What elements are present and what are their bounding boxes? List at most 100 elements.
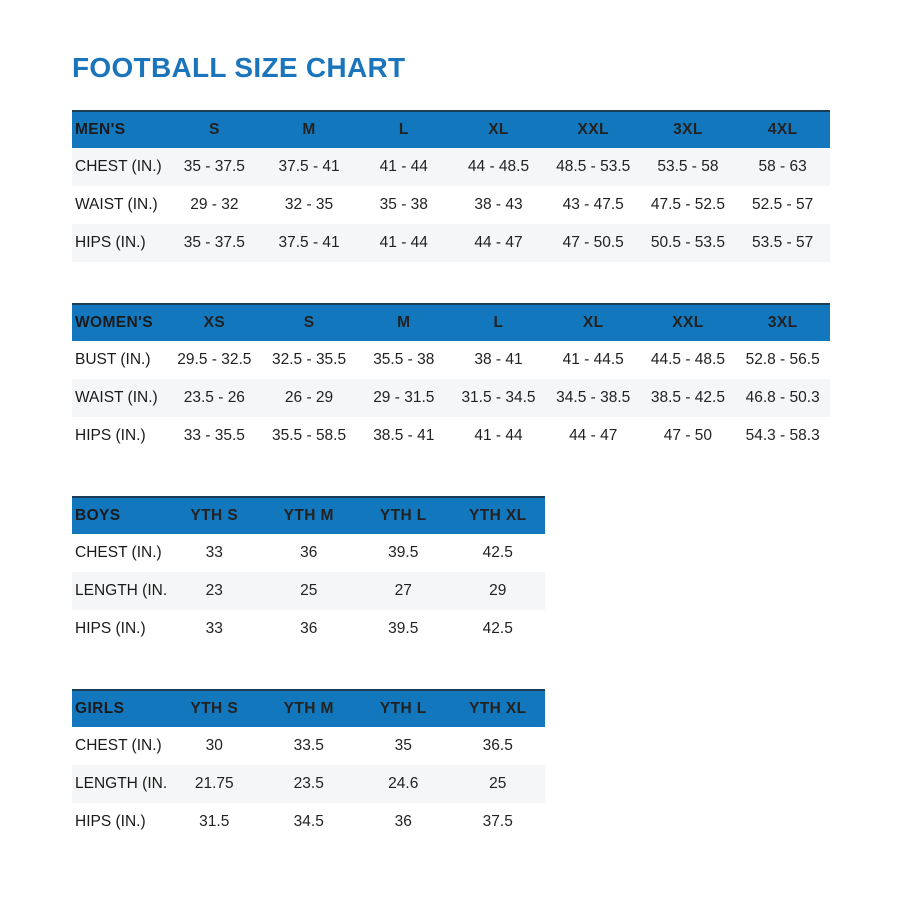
row-label: BUST (IN.) <box>75 351 151 368</box>
mens-value-cell: 58 - 63 <box>758 158 807 175</box>
row-label: HIPS (IN.) <box>75 234 146 251</box>
size-chart-page: FOOTBALL SIZE CHART MEN'S S M L XL XXL 3XL 4XL C… <box>72 52 830 841</box>
mens-value-cell: 35 - 37.5 <box>183 234 245 251</box>
womens-header-size-s: S <box>303 314 315 331</box>
mens-value-cell: 32 - 35 <box>284 196 334 213</box>
womens-header-size-l: L <box>493 314 504 331</box>
boys-value-cell: 42.5 <box>482 620 513 637</box>
mens-header-size-m: M <box>302 121 316 138</box>
mens-value-cell: 53.5 - 57 <box>752 234 814 251</box>
mens-value-cell: 38 - 43 <box>474 196 523 213</box>
row-label: WAIST (IN.) <box>75 196 158 213</box>
womens-value-cell: 31.5 - 34.5 <box>461 389 536 406</box>
row-label: WAIST (IN.) <box>75 389 158 406</box>
womens-value-cell: 54.3 - 58.3 <box>745 427 820 444</box>
mens-value-cell: 47.5 - 52.5 <box>650 196 725 213</box>
womens-header-title: WOMEN'S <box>75 314 153 331</box>
girls-value-cell: 34.5 <box>293 813 324 830</box>
womens-value-cell: 35.5 - 58.5 <box>272 427 347 444</box>
womens-value-cell: 52.8 - 56.5 <box>745 351 820 368</box>
mens-value-cell: 47 - 50.5 <box>562 234 624 251</box>
boys-header-size-yth-s: YTH S <box>190 507 239 524</box>
mens-header-size-xxl: XXL <box>577 121 609 138</box>
mens-value-cell: 43 - 47.5 <box>562 196 624 213</box>
mens-value-cell: 41 - 44 <box>379 234 428 251</box>
row-label: HIPS (IN.) <box>75 427 146 444</box>
girls-value-cell: 33.5 <box>293 737 324 754</box>
womens-value-cell: 41 - 44.5 <box>562 351 624 368</box>
girls-value-cell: 31.5 <box>199 813 230 830</box>
girls-value-cell: 37.5 <box>482 813 513 830</box>
womens-row-bust: BUST (IN.) 29.5 - 32.5 32.5 - 35.5 35.5 - 3… <box>72 341 830 379</box>
mens-value-cell: 41 - 44 <box>379 158 428 175</box>
girls-value-cell: 35 <box>394 737 412 754</box>
girls-header-size-yth-xl: YTH XL <box>468 700 527 717</box>
womens-value-cell: 46.8 - 50.3 <box>745 389 820 406</box>
womens-value-cell: 29 - 31.5 <box>373 389 435 406</box>
boys-value-cell: 42.5 <box>482 544 513 561</box>
boys-header-title: BOYS <box>75 507 121 524</box>
girls-header-title: GIRLS <box>75 700 125 717</box>
womens-value-cell: 23.5 - 26 <box>183 389 245 406</box>
girls-value-cell: 24.6 <box>388 775 419 792</box>
boys-value-cell: 25 <box>300 582 318 599</box>
womens-value-cell: 38.5 - 42.5 <box>650 389 725 406</box>
womens-header-size-xl: XL <box>582 314 604 331</box>
womens-value-cell: 33 - 35.5 <box>183 427 245 444</box>
girls-value-cell: 21.75 <box>194 775 234 792</box>
girls-header-size-yth-m: YTH M <box>283 700 334 717</box>
boys-table-header: BOYS YTH S YTH M YTH L YTH XL <box>72 496 545 534</box>
womens-value-cell: 38 - 41 <box>474 351 523 368</box>
girls-value-cell: 36 <box>394 813 412 830</box>
boys-size-table: BOYS YTH S YTH M YTH L YTH XL CHEST (IN.) 33 36… <box>72 496 830 648</box>
womens-value-cell: 26 - 29 <box>284 389 334 406</box>
mens-value-cell: 29 - 32 <box>190 196 239 213</box>
mens-size-table: MEN'S S M L XL XXL 3XL 4XL CHEST (IN.) 35 - 37.5 3… <box>72 110 830 262</box>
row-label: CHEST (IN.) <box>75 158 162 175</box>
mens-row-chest: CHEST (IN.) 35 - 37.5 37.5 - 41 41 - 44 44 -… <box>72 148 830 186</box>
boys-row-length: LENGTH (IN.) 23 25 27 29 <box>72 572 545 610</box>
boys-header-size-yth-l: YTH L <box>379 507 427 524</box>
womens-value-cell: 35.5 - 38 <box>373 351 435 368</box>
womens-value-cell: 32.5 - 35.5 <box>272 351 347 368</box>
row-label: HIPS (IN.) <box>75 813 146 830</box>
girls-table-header: GIRLS YTH S YTH M YTH L YTH XL <box>72 689 545 727</box>
row-label: CHEST (IN.) <box>75 737 162 754</box>
girls-value-cell: 23.5 <box>293 775 324 792</box>
row-label: HIPS (IN.) <box>75 620 146 637</box>
womens-row-hips: HIPS (IN.) 33 - 35.5 35.5 - 58.5 38.5 - 41 4… <box>72 417 830 455</box>
mens-value-cell: 48.5 - 53.5 <box>556 158 631 175</box>
womens-header-size-xs: XS <box>203 314 226 331</box>
page-title: FOOTBALL SIZE CHART <box>72 52 406 83</box>
womens-table-header: WOMEN'S XS S M L XL XXL 3XL <box>72 303 830 341</box>
girls-row-hips: HIPS (IN.) 31.5 34.5 36 37.5 <box>72 803 545 841</box>
boys-value-cell: 29 <box>489 582 507 599</box>
mens-value-cell: 52.5 - 57 <box>752 196 814 213</box>
mens-value-cell: 35 - 37.5 <box>183 158 245 175</box>
boys-value-cell: 33 <box>205 620 223 637</box>
boys-value-cell: 39.5 <box>388 620 419 637</box>
womens-value-cell: 47 - 50 <box>663 427 713 444</box>
mens-header-size-3xl: 3XL <box>673 121 703 138</box>
girls-row-chest: CHEST (IN.) 30 33.5 35 36.5 <box>72 727 545 765</box>
girls-value-cell: 25 <box>489 775 507 792</box>
womens-size-table: WOMEN'S XS S M L XL XXL 3XL BUST (IN.) 29.5 - 32.… <box>72 303 830 455</box>
mens-header-size-xl: XL <box>488 121 509 138</box>
mens-header-title: MEN'S <box>75 121 126 138</box>
womens-value-cell: 41 - 44 <box>474 427 523 444</box>
mens-row-waist: WAIST (IN.) 29 - 32 32 - 35 35 - 38 38 - 43 4… <box>72 186 830 224</box>
mens-value-cell: 53.5 - 58 <box>657 158 719 175</box>
womens-value-cell: 34.5 - 38.5 <box>556 389 631 406</box>
boys-value-cell: 23 <box>205 582 223 599</box>
womens-value-cell: 38.5 - 41 <box>373 427 435 444</box>
boys-value-cell: 36 <box>300 544 318 561</box>
womens-row-waist: WAIST (IN.) 23.5 - 26 26 - 29 29 - 31.5 31.5… <box>72 379 830 417</box>
girls-header-size-yth-s: YTH S <box>190 700 239 717</box>
womens-header-size-3xl: 3XL <box>767 314 798 331</box>
boys-value-cell: 27 <box>394 582 412 599</box>
boys-row-chest: CHEST (IN.) 33 36 39.5 42.5 <box>72 534 545 572</box>
girls-row-length: LENGTH (IN.) 21.75 23.5 24.6 25 <box>72 765 545 803</box>
womens-value-cell: 44.5 - 48.5 <box>650 351 725 368</box>
row-label: CHEST (IN.) <box>75 544 162 561</box>
girls-size-table: GIRLS YTH S YTH M YTH L YTH XL CHEST (IN.) 30 3… <box>72 689 830 841</box>
